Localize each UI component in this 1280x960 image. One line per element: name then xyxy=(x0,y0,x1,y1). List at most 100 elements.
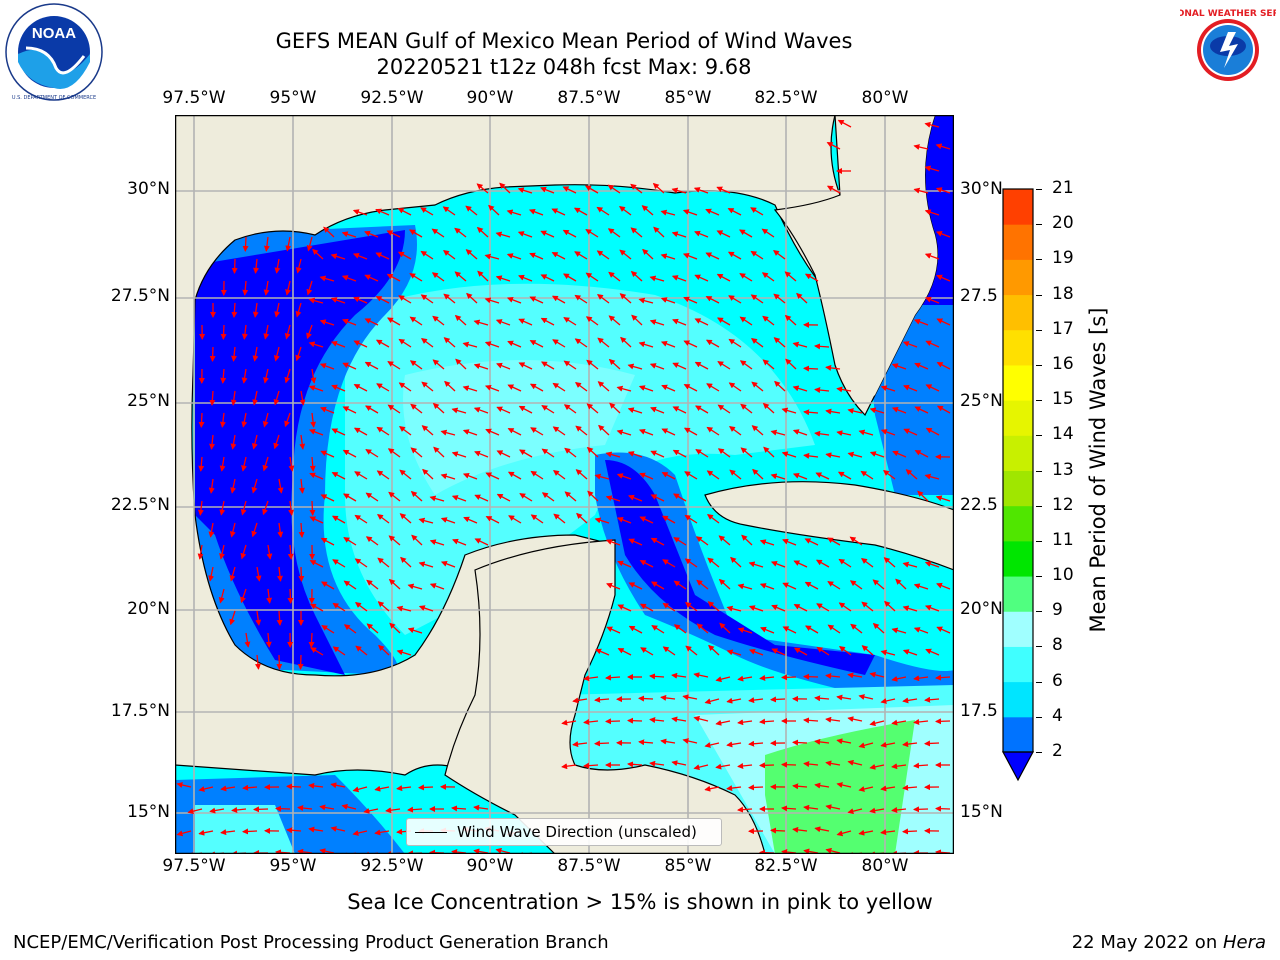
wave-direction-arrow xyxy=(672,362,687,370)
map-grid xyxy=(175,115,954,854)
wave-direction-arrow xyxy=(717,404,731,414)
wave-direction-arrow xyxy=(737,583,753,590)
western-deep-zone xyxy=(195,230,405,675)
wave-direction-arrow xyxy=(266,588,273,604)
wave-direction-arrow xyxy=(628,625,643,634)
wave-direction-arrow xyxy=(827,537,841,546)
wave-direction-arrow xyxy=(541,405,555,414)
wave-direction-arrow xyxy=(352,252,368,260)
wave-direction-arrow xyxy=(803,673,819,680)
wave-direction-arrow xyxy=(507,428,522,436)
wave-direction-arrow xyxy=(793,560,808,568)
wave-direction-arrow xyxy=(719,622,731,634)
lat-tick-right: 17.5 xyxy=(960,701,998,721)
wave-direction-arrow xyxy=(737,675,753,682)
wave-direction-arrow xyxy=(597,337,610,348)
wave-direction-arrow xyxy=(563,317,577,326)
wave-direction-arrow xyxy=(286,827,302,834)
wave-direction-arrow xyxy=(671,716,687,723)
wave-direction-arrow xyxy=(608,358,621,370)
wave-direction-arrow xyxy=(376,383,390,392)
wave-direction-arrow xyxy=(572,697,588,704)
wave-direction-arrow xyxy=(573,207,588,216)
wave-direction-arrow xyxy=(662,559,676,568)
wave-direction-arrow xyxy=(251,522,258,538)
wave-direction-arrow xyxy=(323,226,335,238)
wave-direction-arrow xyxy=(891,627,907,634)
wave-direction-arrow xyxy=(630,227,643,238)
wave-direction-arrow xyxy=(310,647,324,656)
colorbar xyxy=(1001,188,1035,782)
wave-direction-arrow xyxy=(924,561,940,568)
noaa-logo-ring-text: U.S. DEPARTMENT OF COMMERCE xyxy=(12,95,96,101)
wave-direction-arrow xyxy=(209,390,216,406)
wave-direction-arrow xyxy=(785,358,797,370)
wave-direction-arrow xyxy=(728,295,742,304)
wave-direction-arrow xyxy=(540,274,555,282)
wave-direction-arrow xyxy=(913,627,929,634)
wave-direction-arrow xyxy=(343,493,357,502)
wave-direction-arrow xyxy=(706,383,720,392)
wave-direction-arrow xyxy=(630,270,643,282)
wave-direction-arrow xyxy=(574,382,588,392)
wave-direction-arrow xyxy=(342,449,357,458)
wave-direction-arrow xyxy=(343,537,357,546)
wave-direction-arrow xyxy=(275,805,291,812)
wave-direction-arrow xyxy=(229,610,236,626)
wave-direction-arrow xyxy=(364,318,379,326)
wave-direction-arrow xyxy=(319,804,335,811)
wave-direction-arrow xyxy=(631,314,643,326)
wave-direction-arrow xyxy=(869,671,885,678)
wave-direction-arrow xyxy=(485,472,500,480)
wave-direction-arrow xyxy=(563,360,577,370)
wave-direction-arrow xyxy=(672,449,687,458)
wave-direction-arrow xyxy=(705,339,720,348)
wave-direction-arrow xyxy=(219,412,226,428)
wave-direction-arrow xyxy=(400,556,412,568)
wave-direction-arrow xyxy=(803,365,819,372)
wave-direction-arrow xyxy=(616,516,632,524)
wave-direction-arrow xyxy=(230,390,237,406)
wave-direction-arrow xyxy=(638,428,654,436)
wave-direction-arrow xyxy=(836,830,852,837)
wave-direction-arrow xyxy=(617,604,632,612)
wave-direction-arrow xyxy=(782,538,797,546)
wave-direction-arrow xyxy=(902,605,918,612)
wave-direction-arrow xyxy=(708,644,720,656)
wave-direction-arrow xyxy=(869,407,885,414)
wave-direction-arrow xyxy=(409,316,423,326)
wave-direction-arrow xyxy=(252,390,259,406)
wave-direction-arrow xyxy=(935,143,951,150)
wave-direction-arrow xyxy=(792,341,808,348)
wave-direction-arrow xyxy=(255,566,262,582)
wave-direction-arrow xyxy=(891,675,907,682)
footer-date-text: 22 May 2022 on xyxy=(1071,932,1223,953)
wave-direction-arrow xyxy=(761,272,775,282)
wave-direction-arrow xyxy=(770,560,786,568)
wave-direction-arrow xyxy=(496,362,511,370)
wave-direction-arrow xyxy=(320,494,335,502)
wave-direction-arrow xyxy=(803,804,819,811)
wave-direction-arrow xyxy=(751,425,764,436)
wave-direction-arrow xyxy=(902,649,918,656)
wave-direction-arrow xyxy=(398,338,412,348)
wave-direction-arrow xyxy=(672,406,687,414)
wave-direction-arrow xyxy=(241,324,248,340)
wave-direction-arrow xyxy=(454,271,467,282)
wave-direction-arrow xyxy=(306,236,313,252)
wave-direction-arrow xyxy=(218,588,225,604)
wave-direction-arrow xyxy=(306,324,313,340)
wave-direction-arrow xyxy=(219,456,226,472)
wave-direction-arrow xyxy=(418,561,434,568)
wave-direction-arrow xyxy=(740,447,753,458)
wave-direction-arrow xyxy=(462,385,478,392)
colorbar-bin xyxy=(1003,540,1033,577)
wave-direction-arrow xyxy=(706,514,720,524)
wave-direction-arrow xyxy=(825,452,841,459)
wave-direction-arrow xyxy=(187,808,203,815)
lat-tick-left: 27.5°N xyxy=(110,286,170,306)
wave-direction-arrow xyxy=(715,676,731,683)
wave-direction-arrow xyxy=(836,430,852,437)
wave-direction-arrow xyxy=(752,468,764,480)
colorbar-tick-label: 2 xyxy=(1052,741,1063,761)
